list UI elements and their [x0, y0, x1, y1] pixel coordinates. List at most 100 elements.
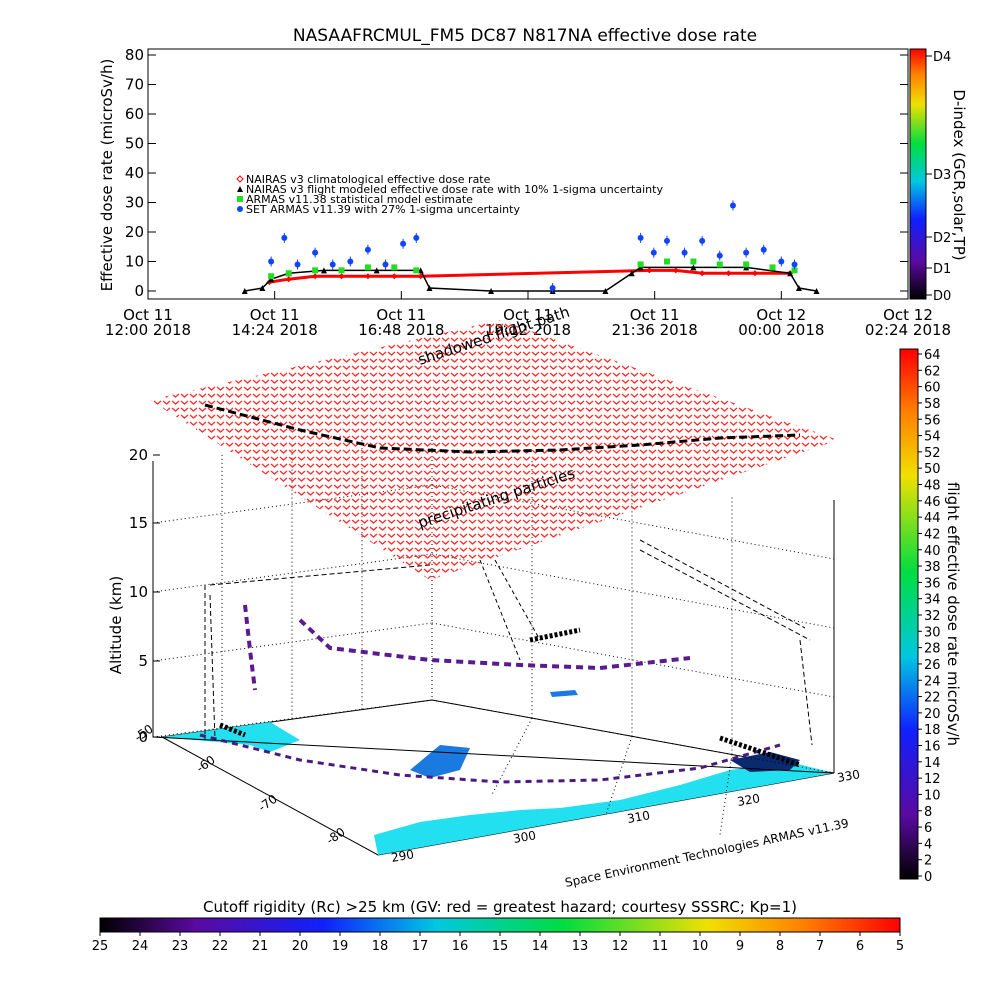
x-tick-label: Oct 11: [376, 306, 426, 324]
rigidity-colorbar-tick-label: 7: [816, 939, 824, 954]
longitude-tick-label: 330: [836, 767, 861, 785]
x-tick-label: Oct 12: [756, 306, 806, 324]
x-tick-label: Oct 11: [630, 306, 680, 324]
dose-colorbar-tick-label: 34: [924, 593, 941, 608]
rigidity-colorbar-tick-label: 17: [412, 939, 429, 954]
grid-line: [605, 736, 633, 815]
data-point-nairas-clim: [364, 273, 371, 280]
longitude-axis: 290 300 310 320 330: [390, 767, 861, 865]
data-point-armas-stat: [743, 261, 750, 268]
dose-colorbar-tick-label: 54: [924, 430, 941, 445]
rigidity-colorbar-tick-label: 9: [736, 939, 744, 954]
top-y-axis: 0 10 20 30 40 50 60 70 80: [125, 46, 908, 300]
rigidity-colorbar-tick-label: 18: [372, 939, 389, 954]
map-land-fill: [162, 722, 300, 752]
y-tick-label: 0: [134, 282, 144, 300]
dark-track-points: [219, 627, 801, 768]
data-point-set-armas: [699, 237, 706, 244]
flight-track-shadow: [199, 733, 781, 784]
y-tick-label: 30: [125, 194, 144, 212]
data-point-nairas-flight: [426, 285, 433, 292]
dose-colorbar-tick-label: 8: [924, 805, 932, 820]
shadowed-track-top: [204, 403, 801, 454]
dose-colorbar-tick-label: 6: [924, 821, 932, 836]
3d-scene: shadowed flight path precipitating parti…: [107, 303, 861, 890]
data-point-set-armas: [681, 249, 688, 256]
rigidity-colorbar-tick-label: 23: [172, 939, 189, 954]
dose-colorbar-tick-label: 46: [924, 495, 941, 510]
rigidity-colorbar-tick-label: 8: [776, 939, 784, 954]
rigidity-colorbar-tick-label: 5: [896, 939, 904, 954]
grid-line: [152, 484, 433, 524]
rigidity-colorbar-tick-label: 25: [92, 939, 109, 954]
rigidity-colorbar-tick-label: 13: [572, 939, 589, 954]
dose-colorbar-tick-label: 38: [924, 560, 941, 575]
y-tick-label: 50: [125, 135, 144, 153]
dose-colorbar-tick-label: 56: [924, 413, 941, 428]
x-tick-label: 00:00 2018: [738, 321, 824, 339]
x-tick-label: 02:24 2018: [865, 321, 951, 339]
rigidity-colorbar-tick-label: 20: [292, 939, 309, 954]
altitude-tick-label: 5: [138, 652, 148, 670]
data-point-nairas-flight: [320, 267, 327, 274]
software-credit: Space Environment Technologies ARMAS v11…: [564, 816, 850, 890]
dose-colorbar-tick-label: 2: [924, 854, 932, 869]
data-point-set-armas: [347, 258, 354, 265]
rigidity-colorbar-ticks: 25 24 23 22 21 20 19 18 17 16 15 14 13 12 11 10 9 8 7 6 5: [92, 932, 904, 954]
data-point-nairas-clim: [646, 267, 653, 274]
data-point-armas-stat: [663, 258, 670, 265]
rigidity-colorbar-tick-label: 10: [692, 939, 709, 954]
data-point-set-armas: [294, 261, 301, 268]
dose-colorbar-label: flight effective dose rate microSv/h: [944, 482, 962, 746]
data-point-armas-stat: [338, 267, 345, 274]
data-point-set-armas: [382, 261, 389, 268]
rigidity-colorbar-label: Cutoff rigidity (Rc) >25 km (GV: red = g…: [203, 898, 797, 916]
dose-colorbar-tick-label: 4: [924, 837, 932, 852]
longitude-tick-label: 300: [512, 828, 537, 846]
data-point-set-armas: [729, 202, 736, 209]
dose-colorbar-tick-label: 36: [924, 576, 941, 591]
longitude-tick-label: 310: [626, 808, 651, 826]
data-point-armas-stat: [364, 264, 371, 271]
dose-colorbar-tick-label: 22: [924, 691, 941, 706]
data-point-set-armas: [743, 249, 750, 256]
grid-line: [431, 622, 835, 698]
data-point-nairas-flight: [628, 270, 635, 277]
dose-colorbar-tick-label: 50: [924, 462, 941, 477]
dindex-colorbar: [909, 48, 927, 300]
data-point-set-armas: [760, 246, 767, 253]
dose-colorbar-tick-label: 32: [924, 609, 941, 624]
data-point-nairas-clim: [672, 267, 679, 274]
data-point-armas-stat: [690, 258, 697, 265]
rigidity-colorbar-tick-label: 16: [452, 939, 469, 954]
rigidity-colorbar-tick-label: 12: [612, 939, 629, 954]
data-point-armas-stat: [413, 267, 420, 274]
data-point-set-armas: [650, 249, 657, 256]
data-point-armas-stat: [285, 270, 292, 277]
data-point-armas-stat: [791, 267, 798, 274]
legend-label: NAIRAS v3 climatological effective dose …: [246, 173, 491, 186]
top-y-axis-label: Effective dose rate (microSv/h): [98, 59, 116, 292]
dose-colorbar-tick-label: 58: [924, 397, 941, 412]
dose-colorbar-tick-label: 10: [924, 788, 941, 803]
data-point-set-armas: [364, 246, 371, 253]
data-point-nairas-flight: [690, 264, 697, 271]
dose-colorbar-tick-label: 48: [924, 479, 941, 494]
data-point-set-armas: [268, 258, 275, 265]
data-point-set-armas: [413, 234, 420, 241]
rigidity-colorbar-tick-label: 11: [652, 939, 669, 954]
y-tick-label: 80: [125, 46, 144, 64]
dose-colorbar-tick-label: 42: [924, 527, 941, 542]
data-point-nairas-clim: [725, 270, 732, 277]
data-point-nairas-flight: [813, 288, 820, 294]
data-point-armas-stat: [268, 273, 275, 280]
data-point-armas-stat: [637, 261, 644, 268]
y-tick-label: 40: [125, 164, 144, 182]
data-point-nairas-clim: [338, 273, 345, 280]
grid-line: [431, 553, 835, 629]
data-point-nairas-clim: [751, 270, 758, 277]
grid-line: [152, 553, 433, 593]
dindex-tick-label: D1: [933, 262, 951, 277]
rigidity-colorbar-tick-label: 22: [212, 939, 229, 954]
